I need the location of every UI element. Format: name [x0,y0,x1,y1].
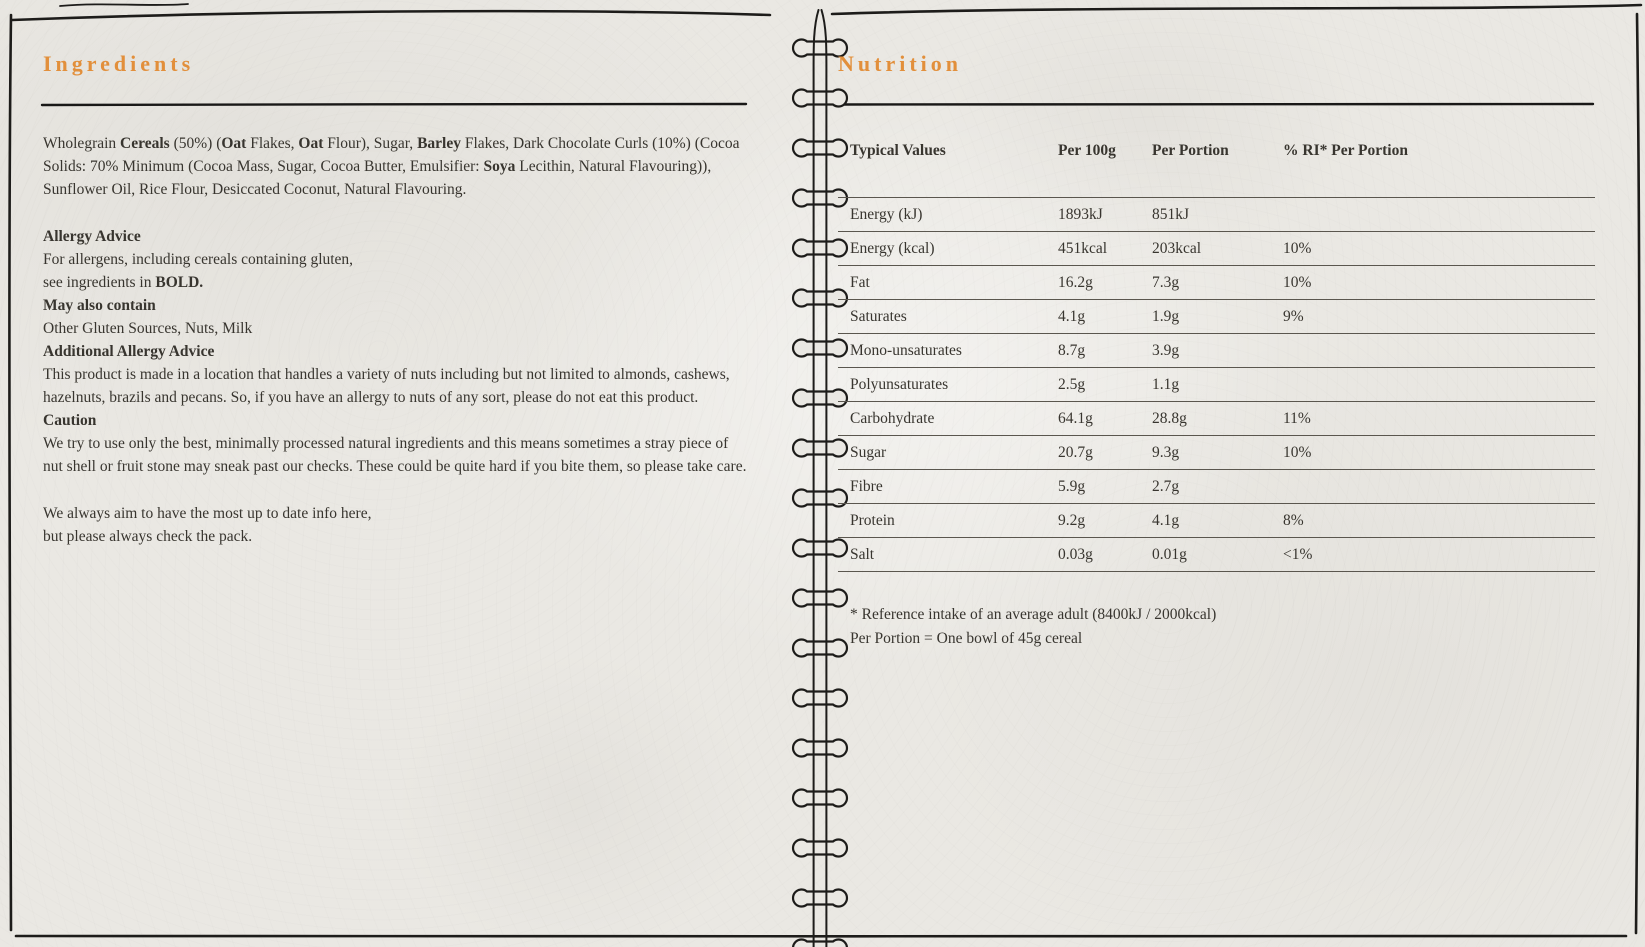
cell-ri: 10% [1271,231,1595,266]
nutrition-row-polyunsaturates: Polyunsaturates 2.5g 1.1g [838,367,1595,402]
cell-label: Polyunsaturates [838,367,1046,402]
cell-per100g: 0.03g [1046,537,1140,572]
additional-allergy-advice-text: This product is made in a location that … [43,366,730,406]
cell-perPortion: 4.1g [1140,503,1271,538]
cell-ri [1271,197,1595,232]
nutrition-divider [836,102,1595,106]
cell-label: Fat [838,265,1046,300]
cell-ri [1271,469,1595,504]
additional-allergy-advice-heading: Additional Allergy Advice [43,343,215,360]
caution-heading: Caution [43,412,97,429]
cell-per100g: 451kcal [1046,231,1140,266]
ingredients-text: Wholegrain Cereals (50%) (Oat Flakes, Oa… [43,132,747,548]
cell-perPortion: 1.9g [1140,299,1271,334]
cell-ri: 10% [1271,265,1595,300]
nutrition-row-saturates: Saturates 4.1g 1.9g 9% [838,299,1595,334]
footnote-1: * Reference intake of an average adult (… [850,606,1217,623]
cell-label: Mono-unsaturates [838,333,1046,368]
nutrition-row-protein: Protein 9.2g 4.1g 8% [838,503,1595,538]
cell-perPortion: 28.8g [1140,401,1271,436]
cell-ri: 8% [1271,503,1595,538]
nutrition-row-salt: Salt 0.03g 0.01g <1% [838,537,1595,572]
col-header-per-portion: Per Portion [1152,142,1229,159]
cell-label: Energy (kJ) [838,197,1046,232]
cell-perPortion: 3.9g [1140,333,1271,368]
cell-per100g: 2.5g [1046,367,1140,402]
allergy-advice-line-2: see ingredients in BOLD. [43,274,204,291]
may-also-contain-heading: May also contain [43,297,156,314]
cell-perPortion: 0.01g [1140,537,1271,572]
ingredients-title: Ingredients [43,51,195,76]
up-to-date-line-1: We always aim to have the most up to dat… [43,505,372,522]
nutrition-section: Nutrition [838,51,1595,76]
ingredients-section: Ingredients [43,51,746,76]
cell-perPortion: 851kJ [1140,197,1271,232]
cell-label: Energy (kcal) [838,231,1046,266]
col-header-per-100g: Per 100g [1058,142,1116,159]
nutrition-header-row: Typical Values Per 100g Per Portion % RI* P… [838,142,1595,198]
nutrition-row-energy-kj: Energy (kJ) 1893kJ 851kJ [838,197,1595,232]
cell-ri: <1% [1271,537,1595,572]
caution-text: We try to use only the best, minimally p… [43,435,747,475]
cell-perPortion: 203kcal [1140,231,1271,266]
cell-perPortion: 2.7g [1140,469,1271,504]
cell-per100g: 4.1g [1046,299,1140,334]
allergy-advice-line-1: For allergens, including cereals contain… [43,251,354,268]
nutrition-table-wrap: Typical Values Per 100g Per Portion % RI* P… [838,142,1595,572]
cell-ri: 9% [1271,299,1595,334]
nutrition-row-sugar: Sugar 20.7g 9.3g 10% [838,435,1595,470]
nutrition-row-fibre: Fibre 5.9g 2.7g [838,469,1595,504]
cell-perPortion: 1.1g [1140,367,1271,402]
may-also-contain-line: Other Gluten Sources, Nuts, Milk [43,320,253,337]
cell-label: Saturates [838,299,1046,334]
cell-ri [1271,367,1595,402]
nutrition-row-mono-unsaturates: Mono-unsaturates 8.7g 3.9g [838,333,1595,368]
cell-ri [1271,333,1595,368]
spacer-2 [43,478,747,502]
nutrition-row-fat: Fat 16.2g 7.3g 10% [838,265,1595,300]
nutrition-row-carbohydrate: Carbohydrate 64.1g 28.8g 11% [838,401,1595,436]
cell-per100g: 9.2g [1046,503,1140,538]
cell-label: Sugar [838,435,1046,470]
footnote-2: Per Portion = One bowl of 45g cereal [850,630,1083,647]
cell-per100g: 1893kJ [1046,197,1140,232]
ingredients-list: Wholegrain Cereals (50%) (Oat Flakes, Oa… [43,135,740,198]
spine-page-edges [812,9,828,947]
col-header-ri-per-portion: % RI* Per Portion [1283,142,1408,159]
up-to-date-line-2: but please always check the pack. [43,528,253,545]
cell-per100g: 20.7g [1046,435,1140,470]
cell-perPortion: 9.3g [1140,435,1271,470]
heading-dividers [40,102,1595,107]
cell-label: Fibre [838,469,1046,504]
cell-label: Protein [838,503,1046,538]
cell-per100g: 16.2g [1046,265,1140,300]
nutrition-table: Typical Values Per 100g Per Portion % RI* P… [838,142,1595,572]
col-header-typical-values: Typical Values [850,142,946,159]
cell-label: Salt [838,537,1046,572]
cell-label: Carbohydrate [838,401,1046,436]
ingredients-divider [40,102,748,107]
cell-per100g: 5.9g [1046,469,1140,504]
nutrition-title: Nutrition [838,51,962,76]
nutrition-row-energy-kcal: Energy (kcal) 451kcal 203kcal 10% [838,231,1595,266]
spacer-1 [43,201,747,225]
cell-ri: 11% [1271,401,1595,436]
cell-per100g: 8.7g [1046,333,1140,368]
cell-perPortion: 7.3g [1140,265,1271,300]
cell-per100g: 64.1g [1046,401,1140,436]
nutrition-footnotes: * Reference intake of an average adult (… [850,603,1590,651]
allergy-advice-heading: Allergy Advice [43,228,141,245]
cell-ri: 10% [1271,435,1595,470]
